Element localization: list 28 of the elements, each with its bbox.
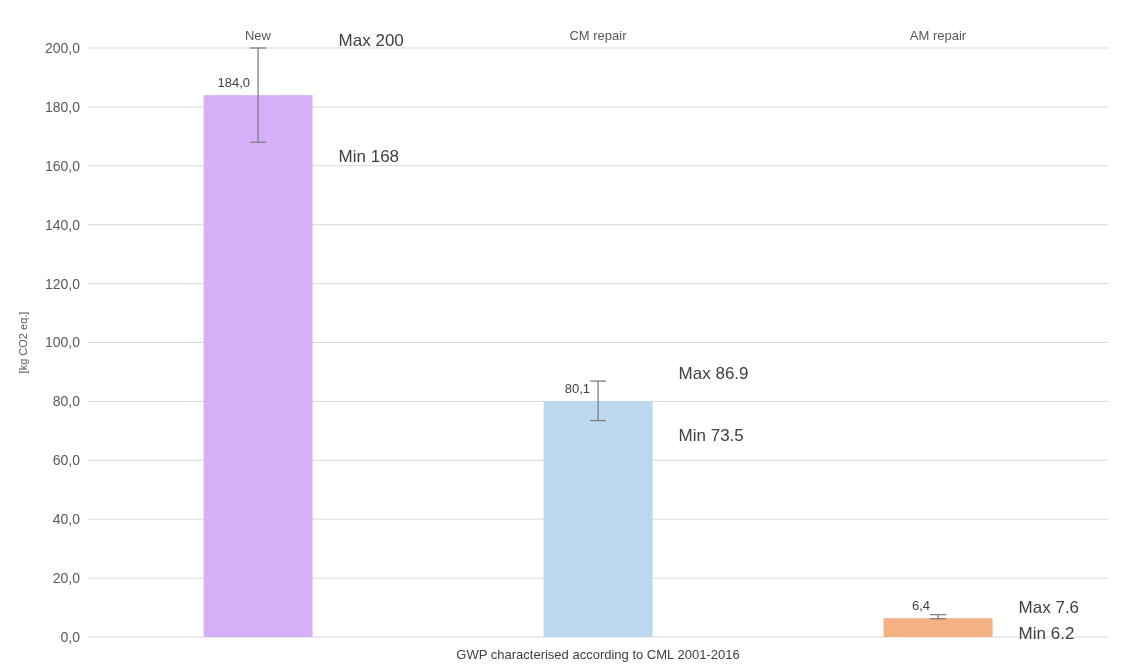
y-tick-label: 0,0 xyxy=(60,628,81,645)
data-label: 80,1 xyxy=(564,381,591,397)
x-tick-label: New xyxy=(244,28,272,43)
y-axis-title: [kg CO2 eq.] xyxy=(16,311,29,374)
x-tick-label: AM repair xyxy=(909,28,967,43)
x-tick-label: CM repair xyxy=(569,28,628,43)
bar xyxy=(883,618,993,637)
annotation: Max 7.6 xyxy=(1018,597,1080,617)
x-axis-title: GWP characterised according to CML 2001-2016 xyxy=(456,647,740,662)
data-label: 184,0 xyxy=(217,75,251,91)
annotation: Max 86.9 xyxy=(678,364,749,384)
bar xyxy=(543,401,653,637)
y-tick-label: 60,0 xyxy=(52,452,81,469)
data-label: 6,4 xyxy=(912,598,931,614)
y-tick-label: 180,0 xyxy=(44,98,81,115)
bar xyxy=(203,95,313,637)
annotation: Min 73.5 xyxy=(678,425,744,445)
y-tick-label: 100,0 xyxy=(44,334,81,351)
y-tick-label: 200,0 xyxy=(44,39,81,56)
y-tick-label: 20,0 xyxy=(52,570,81,587)
annotation: Max 200 xyxy=(338,31,404,50)
y-tick-label: 140,0 xyxy=(44,216,81,233)
annotation: Min 168 xyxy=(338,147,400,167)
y-tick-label: 120,0 xyxy=(44,275,81,292)
annotation: Min 6.2 xyxy=(1018,623,1075,643)
y-tick-label: 40,0 xyxy=(52,511,81,528)
y-tick-label: 160,0 xyxy=(44,157,81,174)
y-tick-label: 80,0 xyxy=(52,393,81,410)
